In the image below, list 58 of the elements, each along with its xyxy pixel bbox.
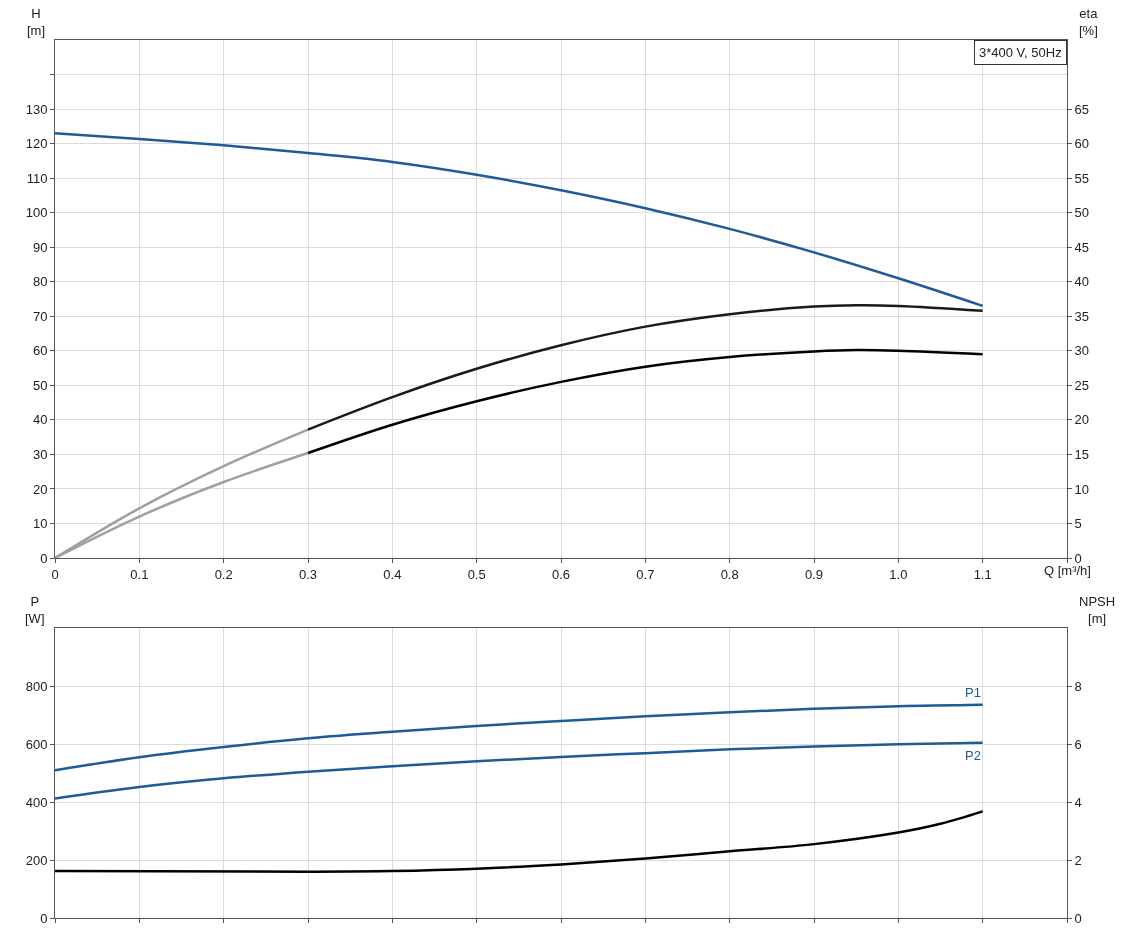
y2-axis-title: NPSH [m] (1079, 594, 1116, 626)
y2-tick-label: 45 (1074, 239, 1090, 255)
y2-tick-label: 2 (1074, 852, 1082, 868)
x-tick-label: 1.1 (973, 566, 992, 582)
x-tick-label: 1.0 (889, 566, 908, 582)
y2-tick-label: 50 (1074, 205, 1090, 221)
y-tick-label: 0 (40, 550, 48, 566)
y-tick-label: 200 (25, 852, 48, 868)
y-tick-label: 600 (25, 736, 48, 752)
y-tick-label: 100 (25, 205, 48, 221)
y2-tick-label: 30 (1074, 343, 1090, 359)
y-tick-label: 30 (32, 446, 48, 462)
x-tick-label: 0.1 (130, 566, 149, 582)
x-tick-label: 0.4 (383, 566, 402, 582)
y2-tick-label: 4 (1074, 794, 1082, 810)
y2-tick-label: 35 (1074, 308, 1090, 324)
y2-tick-label: 0 (1074, 910, 1082, 926)
y-tick-label: 20 (32, 481, 48, 497)
x-tick-label: 0 (51, 566, 59, 582)
x-tick-label: 0.3 (298, 566, 318, 582)
x-tick-label: 0.7 (636, 566, 655, 582)
y2-tick-label: 25 (1074, 377, 1090, 393)
y-tick-label: 40 (32, 412, 48, 428)
series-label: P2 (965, 748, 981, 763)
y-tick-label: 10 (32, 516, 48, 532)
y2-tick-label: 0 (1074, 550, 1082, 566)
y2-tick-label: 20 (1074, 412, 1090, 428)
x-tick-label: 0.8 (720, 566, 739, 582)
y-tick-label: 80 (32, 274, 48, 290)
y-tick-label: 130 (25, 101, 48, 117)
y-axis-title: H [m] (27, 6, 46, 38)
y2-tick-label: 15 (1074, 446, 1090, 462)
series-label: P1 (965, 685, 981, 700)
y-tick-label: 110 (26, 170, 48, 186)
y2-axis-title: eta [%] (1079, 6, 1099, 38)
x-axis-title: Q [m³/h] (1044, 563, 1091, 578)
y-tick-label: 400 (25, 794, 48, 810)
y2-tick-label: 6 (1074, 736, 1082, 752)
x-tick-label: 0.2 (214, 566, 233, 582)
y-tick-label: 50 (32, 377, 48, 393)
y-tick-label: 0 (40, 910, 48, 926)
y-tick-label: 120 (25, 136, 48, 152)
y2-tick-label: 40 (1074, 274, 1090, 290)
y-axis-title: P [W] (25, 594, 45, 626)
x-tick-label: 0.9 (804, 566, 824, 582)
y2-tick-label: 10 (1074, 481, 1090, 497)
x-tick-label: 0.5 (467, 566, 486, 582)
y2-tick-label: 65 (1074, 101, 1090, 117)
chart-title: 3*400 V, 50Hz (979, 45, 1062, 60)
y-tick-label: 70 (32, 308, 48, 324)
y2-tick-label: 8 (1074, 678, 1082, 694)
y2-tick-label: 60 (1074, 136, 1090, 152)
y-tick-label: 90 (32, 239, 48, 255)
y2-tick-label: 55 (1074, 170, 1090, 186)
y-tick-label: 60 (32, 343, 48, 359)
x-tick-label: 0.6 (551, 566, 571, 582)
y-tick-label: 800 (25, 678, 48, 694)
y2-tick-label: 5 (1074, 516, 1082, 532)
